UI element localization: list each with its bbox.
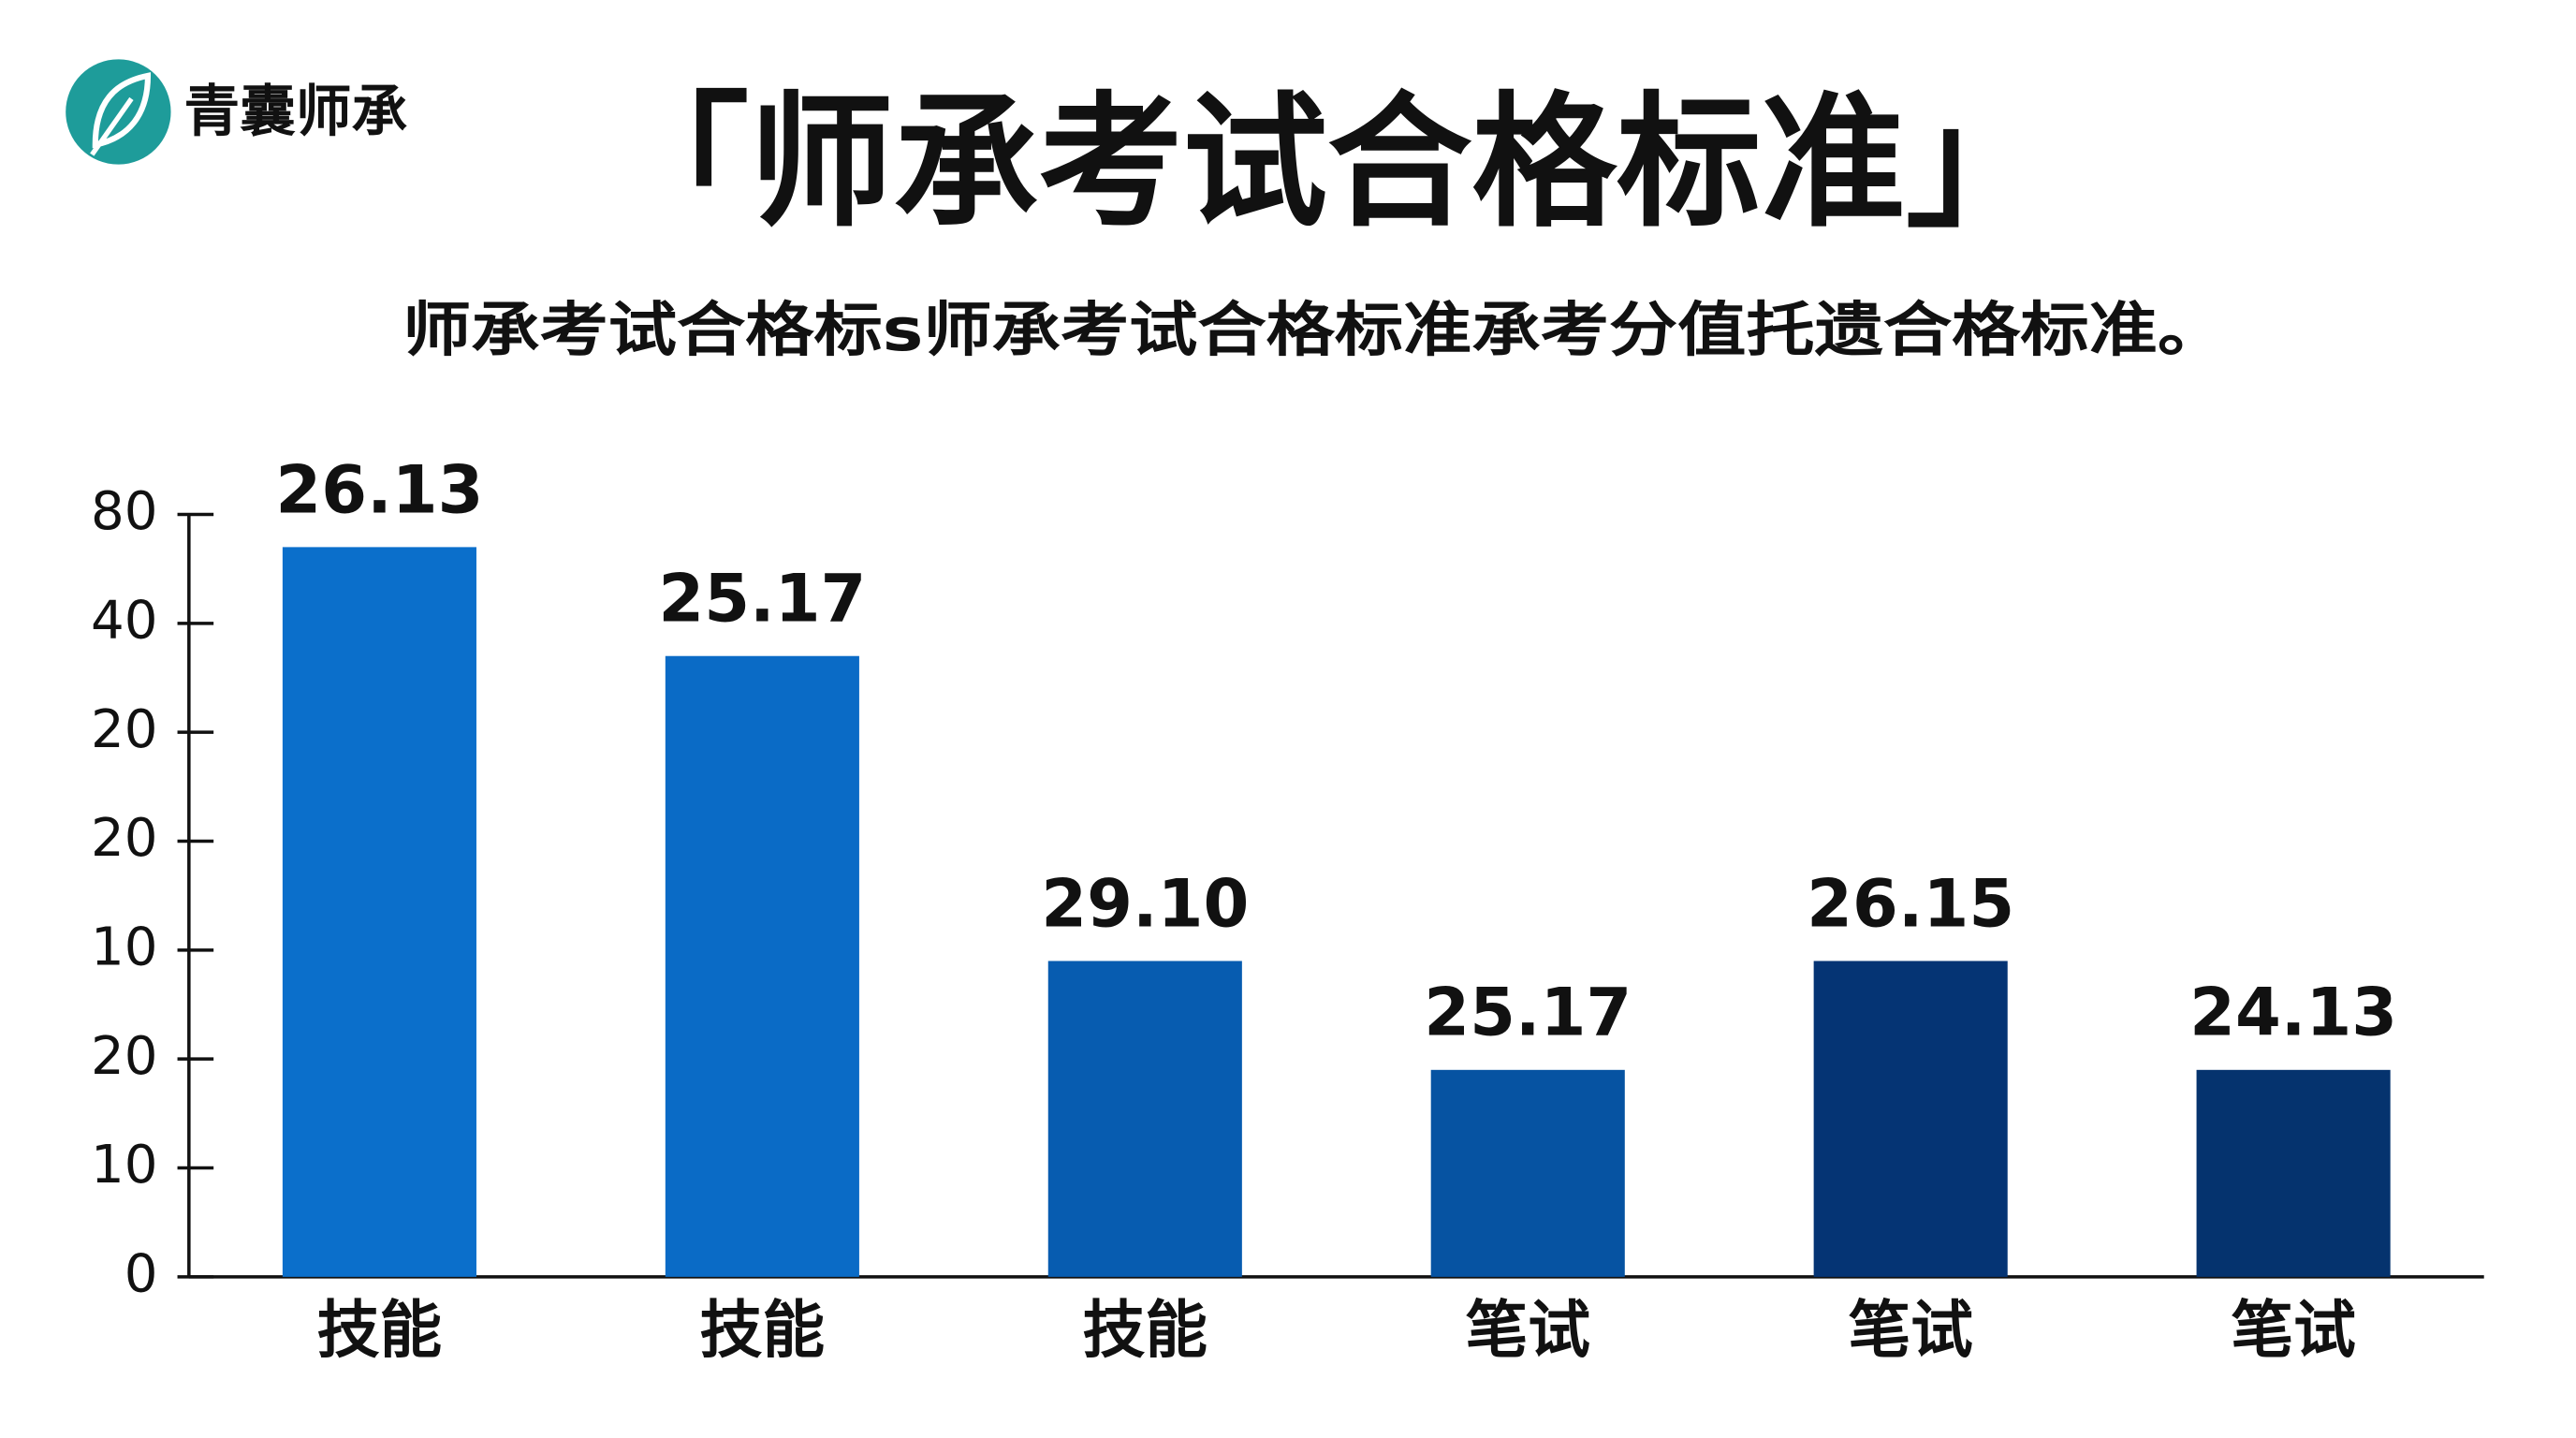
- y-tick-label: 0: [124, 1243, 158, 1304]
- y-tick-label: 80: [91, 481, 157, 542]
- bar: [1047, 961, 1242, 1277]
- bar: [1813, 961, 2008, 1277]
- logo-stem: [90, 96, 134, 156]
- bar-label: 29.10: [1041, 865, 1249, 942]
- bar: [665, 655, 859, 1277]
- x-tick-label: 笔试: [1466, 1293, 1590, 1366]
- bar: [1430, 1069, 1625, 1277]
- y-tick-label: 20: [91, 1026, 157, 1087]
- y-tick-label: 10: [91, 917, 157, 977]
- bar: [282, 547, 476, 1277]
- bar-label: 26.15: [1807, 865, 2014, 942]
- bar-label: 26.13: [275, 451, 483, 528]
- logo-leaf: [92, 72, 152, 149]
- y-tick-label: 20: [91, 699, 157, 760]
- logo-circle: [66, 59, 171, 165]
- x-tick-label: 笔试: [2231, 1293, 2355, 1366]
- x-tick-label: 技能: [700, 1293, 825, 1366]
- bar-label: 25.17: [658, 561, 866, 638]
- logo: [66, 59, 171, 165]
- chart-subtitle: 师承考试合格标s师承考试合格标准承考分值托遗合格标准。: [402, 295, 2226, 364]
- y-tick-label: 10: [91, 1135, 157, 1196]
- bar-label: 24.13: [2189, 975, 2397, 1051]
- brand: 青囊师承: [184, 81, 408, 145]
- y-tick-label: 20: [91, 808, 157, 869]
- x-tick-label: 笔试: [1848, 1293, 1972, 1366]
- bar: [2196, 1069, 2391, 1277]
- x-tick-label: 技能: [317, 1293, 442, 1366]
- chart-title: 「师承考试合格标准」: [605, 80, 2050, 247]
- x-tick-label: 技能: [1083, 1293, 1208, 1366]
- bar-label: 25.17: [1424, 975, 1632, 1051]
- y-tick-label: 40: [91, 590, 157, 651]
